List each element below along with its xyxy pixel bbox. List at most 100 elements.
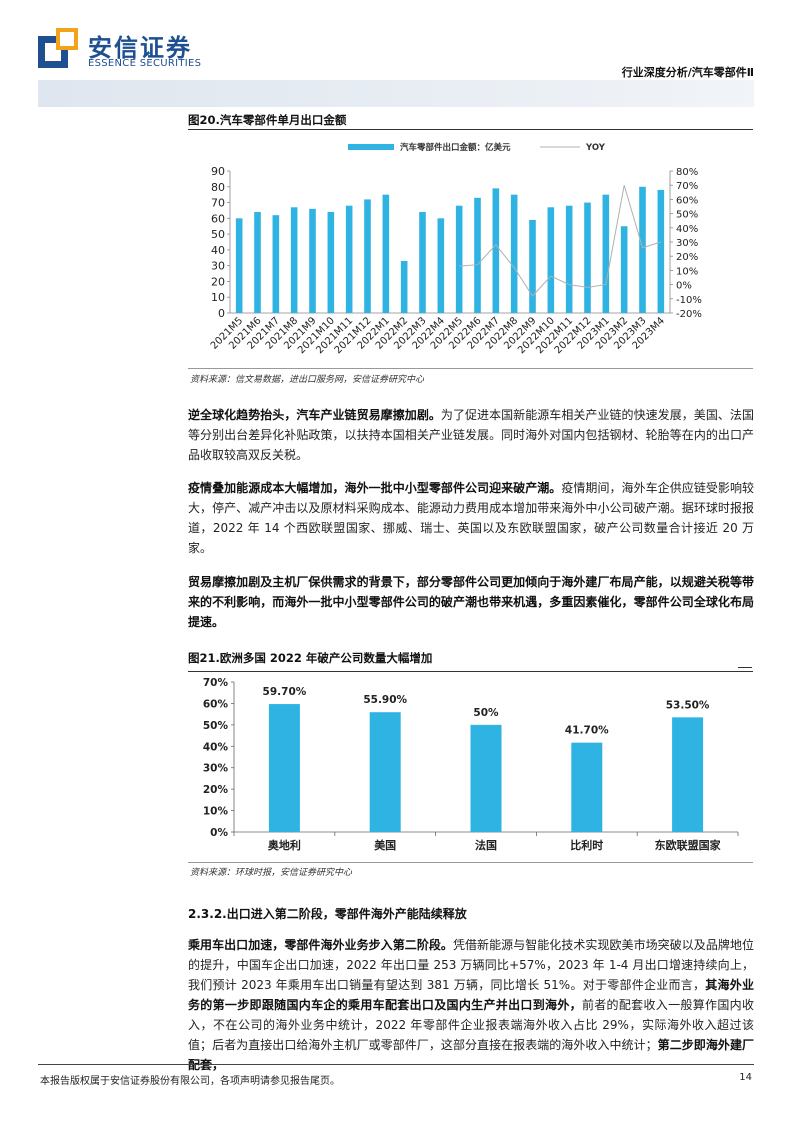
y2-tick-label: 20% [676, 252, 698, 263]
figure-21-top-rule [188, 671, 753, 672]
essence-logo-icon [38, 28, 78, 68]
bar [272, 215, 280, 313]
paragraph-lead: 逆全球化趋势抬头，汽车产业链贸易摩擦加剧。 [188, 408, 441, 422]
paragraph-bankruptcy: 疫情叠加能源成本大幅增加，海外一批中小型零部件公司迎来破产潮。疫情期间，海外车企… [188, 478, 754, 558]
bar [419, 212, 426, 313]
bar [369, 712, 401, 832]
bar-value-label: 41.70% [565, 725, 609, 737]
legend-swatch-bars [348, 144, 394, 150]
paragraph-lead: 疫情叠加能源成本大幅增加，海外一批中小型零部件公司迎来破产潮。 [188, 481, 562, 495]
bar [620, 226, 628, 313]
figure-21-bottom-rule [188, 862, 753, 863]
figure-20-top-rule [188, 129, 753, 130]
y2-tick-label: 50% [676, 210, 698, 221]
y-tick-label: 40 [211, 244, 225, 257]
bar-value-label: 53.50% [666, 699, 710, 711]
bankruptcy-chart: 0% 10% 20% 30% 40% 50% 60% 70% 59.70% 奥地利 55.90% 美国… [203, 677, 739, 852]
bar-value-label: 50% [473, 707, 499, 719]
bar [510, 194, 518, 313]
bar-value-label: 55.90% [363, 694, 407, 706]
paragraph-emphasis: 其海外业务的第一步即跟随国内车企的乘用车配套出口及国内生产并出口到海外， [188, 978, 754, 1012]
bar [547, 207, 555, 313]
bar [254, 212, 261, 313]
page-number: 14 [739, 1072, 752, 1083]
x-tick-label: 美国 [374, 838, 396, 852]
bar-value-label: 59.70% [263, 686, 307, 698]
y2-tick-label: 10% [676, 266, 698, 277]
bar [268, 704, 300, 832]
y2-tick-label: 30% [676, 238, 698, 249]
x-tick-label: 奥地利 [267, 838, 301, 852]
bar [492, 188, 500, 313]
legend-label-line: YOY [585, 143, 606, 153]
footer-rule [38, 1064, 754, 1065]
figure-21-title: 图21.欧洲多国 2022 年破产公司数量大幅增加 [188, 651, 433, 665]
report-category: 行业深度分析/汽车零部件Ⅱ [621, 66, 754, 79]
figure-20-title: 图20.汽车零部件单月出口金额 [188, 113, 347, 127]
figure-21-dash [738, 667, 752, 668]
figure-20-bottom-rule [188, 368, 753, 369]
paragraph-body: 凭借新能源与智能化技术实现欧美市场突破以及品牌地位的提升，中国车企出口加速，20… [188, 938, 754, 992]
paragraph-export-stage: 乘用车出口加速，零部件海外业务步入第二阶段。凭借新能源与智能化技术实现欧美市场突… [188, 935, 754, 1075]
bar [639, 186, 646, 313]
bar [584, 202, 591, 313]
bar [474, 197, 481, 313]
y-tick-label: 70% [203, 677, 229, 689]
bar [327, 212, 335, 313]
yoy-line [459, 185, 661, 297]
y-tick-label: 40% [203, 741, 229, 753]
y-tick-label: 70 [211, 197, 225, 210]
paragraph-lead: 贸易摩擦加剧及主机厂保供需求的背景下，部分零部件公司更加倾向于海外建厂布局产能，… [188, 575, 754, 629]
y-tick-label: 30% [203, 763, 229, 775]
bar [400, 260, 408, 313]
bar [382, 194, 390, 313]
y2-tick-label: 80% [676, 167, 698, 178]
export-amount-chart: 汽车零部件出口金额：亿美元 YOY 0 10 20 30 40 50 60 70 80 90 -20% -… [209, 142, 702, 356]
x-tick-label: 法国 [475, 838, 497, 852]
y-tick-label: 80 [211, 181, 225, 194]
header-band [38, 80, 754, 107]
paragraph-body: 为了促进本国新能源车相关产业链的快速发展，美国、法国等分别出台差异化补贴政策，以… [188, 408, 754, 462]
footer-disclaimer: 本报告版权属于安信证券股份有限公司，各项声明请参见报告尾页。 [40, 1076, 340, 1087]
y-tick-label: 10 [211, 291, 225, 304]
bar [455, 205, 463, 313]
y2-tick-label: -10% [676, 295, 702, 306]
section-heading: 2.3.2.出口进入第二阶段，零部件海外产能陆续释放 [188, 907, 467, 921]
y-tick-label: 50 [211, 228, 225, 241]
paragraph-emphasis-end: 第二步即海外建厂配套， [188, 1038, 754, 1072]
bar [290, 207, 298, 313]
bar [235, 218, 243, 313]
x-tick-label: 东欧联盟国家 [655, 838, 722, 852]
y2-tick-label: -20% [676, 309, 702, 320]
y-tick-label: 60 [211, 212, 225, 225]
bar [437, 218, 445, 313]
bar [672, 717, 704, 832]
y2-tick-label: 70% [676, 181, 698, 192]
bar [571, 742, 603, 832]
y-tick-label: 20 [211, 275, 225, 288]
x-tick-label: 比利时 [570, 838, 603, 852]
bar [309, 208, 316, 313]
y-tick-label: 90 [211, 165, 225, 178]
y-tick-label: 50% [203, 720, 229, 732]
legend-label-bars: 汽车零部件出口金额：亿美元 [400, 142, 511, 153]
y-tick-label: 30 [211, 260, 225, 273]
y-tick-label: 0 [218, 307, 225, 320]
bar [529, 219, 536, 313]
y2-tick-label: 60% [676, 195, 698, 206]
brand-name-cn: 安信证券 [88, 34, 192, 62]
y-tick-label: 10% [203, 806, 229, 818]
y-tick-label: 60% [203, 698, 229, 710]
paragraph-globalization: 贸易摩擦加剧及主机厂保供需求的背景下，部分零部件公司更加倾向于海外建厂布局产能，… [188, 572, 754, 632]
bar [657, 189, 665, 313]
y-tick-label: 20% [203, 784, 229, 796]
bar [345, 205, 353, 313]
y2-tick-label: 40% [676, 224, 698, 235]
brand-name-en: ESSENCE SECURITIES [88, 58, 202, 69]
figure-20-source: 资料来源：信文易数据，进出口服务网，安信证券研究中心 [190, 375, 425, 385]
paragraph-trade-friction: 逆全球化趋势抬头，汽车产业链贸易摩擦加剧。为了促进本国新能源车相关产业链的快速发… [188, 405, 754, 465]
paragraph-lead: 乘用车出口加速，零部件海外业务步入第二阶段。 [188, 938, 453, 952]
y-tick-label: 0% [210, 827, 228, 839]
bar [470, 724, 502, 832]
paragraph-body: 疫情期间，海外车企供应链受影响较大，停产、减产冲击以及原材料采购成本、能源动力费… [188, 481, 754, 555]
